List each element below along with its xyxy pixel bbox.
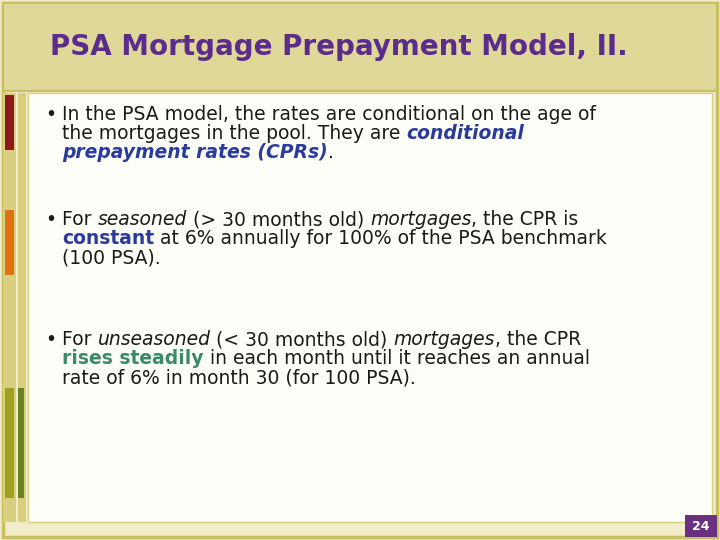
Text: (> 30 months old): (> 30 months old) (186, 210, 370, 229)
Text: prepayment rates (CPRs): prepayment rates (CPRs) (62, 143, 328, 162)
Text: For: For (62, 210, 97, 229)
Text: constant: constant (62, 229, 154, 248)
Bar (3, 93, 16, 522)
Text: mortgages: mortgages (394, 330, 495, 349)
Bar (685, 515, 717, 537)
Bar (28, 93, 712, 522)
Text: , the CPR: , the CPR (495, 330, 581, 349)
Text: •: • (45, 330, 56, 349)
Text: •: • (45, 105, 56, 124)
Text: (100 PSA).: (100 PSA). (62, 248, 161, 267)
Bar (5, 95, 14, 150)
Text: mortgages: mortgages (370, 210, 472, 229)
Text: conditional: conditional (406, 124, 524, 143)
Text: In the PSA model, the rates are conditional on the age of: In the PSA model, the rates are conditio… (62, 105, 596, 124)
Bar (5, 388, 14, 498)
Text: 24: 24 (692, 519, 710, 532)
Text: .: . (328, 143, 333, 162)
Bar (3, 3, 717, 91)
Bar (5, 210, 14, 275)
Text: For: For (62, 330, 97, 349)
Text: , the CPR is: , the CPR is (472, 210, 579, 229)
Bar (18, 93, 26, 522)
Text: in each month until it reaches an annual: in each month until it reaches an annual (204, 349, 590, 368)
Text: (< 30 months old): (< 30 months old) (210, 330, 394, 349)
Text: PSA Mortgage Prepayment Model, II.: PSA Mortgage Prepayment Model, II. (50, 33, 628, 61)
Text: the mortgages in the pool. They are: the mortgages in the pool. They are (62, 124, 406, 143)
Text: at 6% annually for 100% of the PSA benchmark: at 6% annually for 100% of the PSA bench… (154, 229, 607, 248)
Bar (18, 388, 24, 498)
Text: unseasoned: unseasoned (97, 330, 210, 349)
Text: rises steadily: rises steadily (62, 349, 204, 368)
Text: seasoned: seasoned (97, 210, 186, 229)
Text: •: • (45, 210, 56, 229)
Text: rate of 6% in month 30 (for 100 PSA).: rate of 6% in month 30 (for 100 PSA). (62, 368, 415, 387)
